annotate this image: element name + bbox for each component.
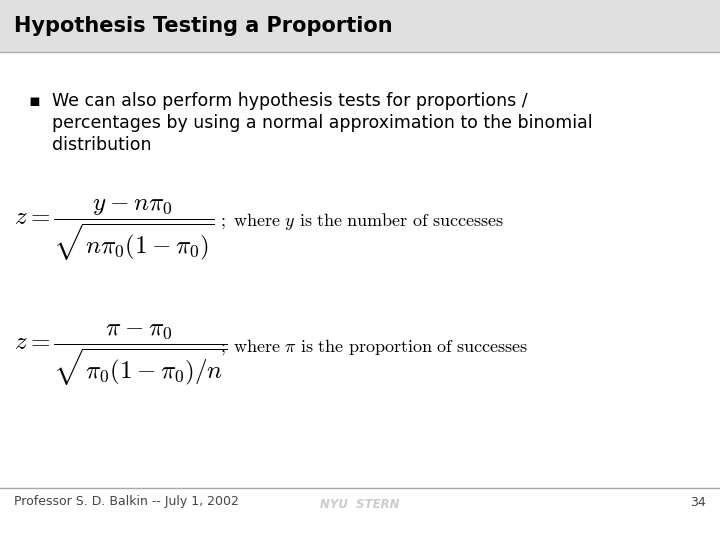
Text: distribution: distribution: [52, 136, 151, 154]
Text: $z = \dfrac{y - n\pi_0}{\sqrt{n\pi_0(1-\pi_0)}}$: $z = \dfrac{y - n\pi_0}{\sqrt{n\pi_0(1-\…: [14, 197, 215, 262]
Text: NYU  STERN: NYU STERN: [320, 497, 400, 510]
Text: ▪: ▪: [28, 92, 40, 110]
Text: Hypothesis Testing a Proportion: Hypothesis Testing a Proportion: [14, 16, 392, 36]
Text: 34: 34: [690, 496, 706, 509]
Text: We can also perform hypothesis tests for proportions /: We can also perform hypothesis tests for…: [52, 92, 528, 110]
Text: $z = \dfrac{\pi - \pi_0}{\sqrt{\pi_0(1-\pi_0)/n}}$: $z = \dfrac{\pi - \pi_0}{\sqrt{\pi_0(1-\…: [14, 322, 227, 388]
Text: $;\ \mathrm{where}\ y\ \mathrm{is\ the\ number\ of\ successes}$: $;\ \mathrm{where}\ y\ \mathrm{is\ the\ …: [220, 212, 504, 233]
Text: Professor S. D. Balkin -- July 1, 2002: Professor S. D. Balkin -- July 1, 2002: [14, 496, 239, 509]
Text: percentages by using a normal approximation to the binomial: percentages by using a normal approximat…: [52, 114, 593, 132]
Text: $;\ \mathrm{where}\ \pi\ \mathrm{is\ the\ proportion\ of\ successes}$: $;\ \mathrm{where}\ \pi\ \mathrm{is\ the…: [220, 337, 528, 357]
Bar: [0, 0, 720, 52]
